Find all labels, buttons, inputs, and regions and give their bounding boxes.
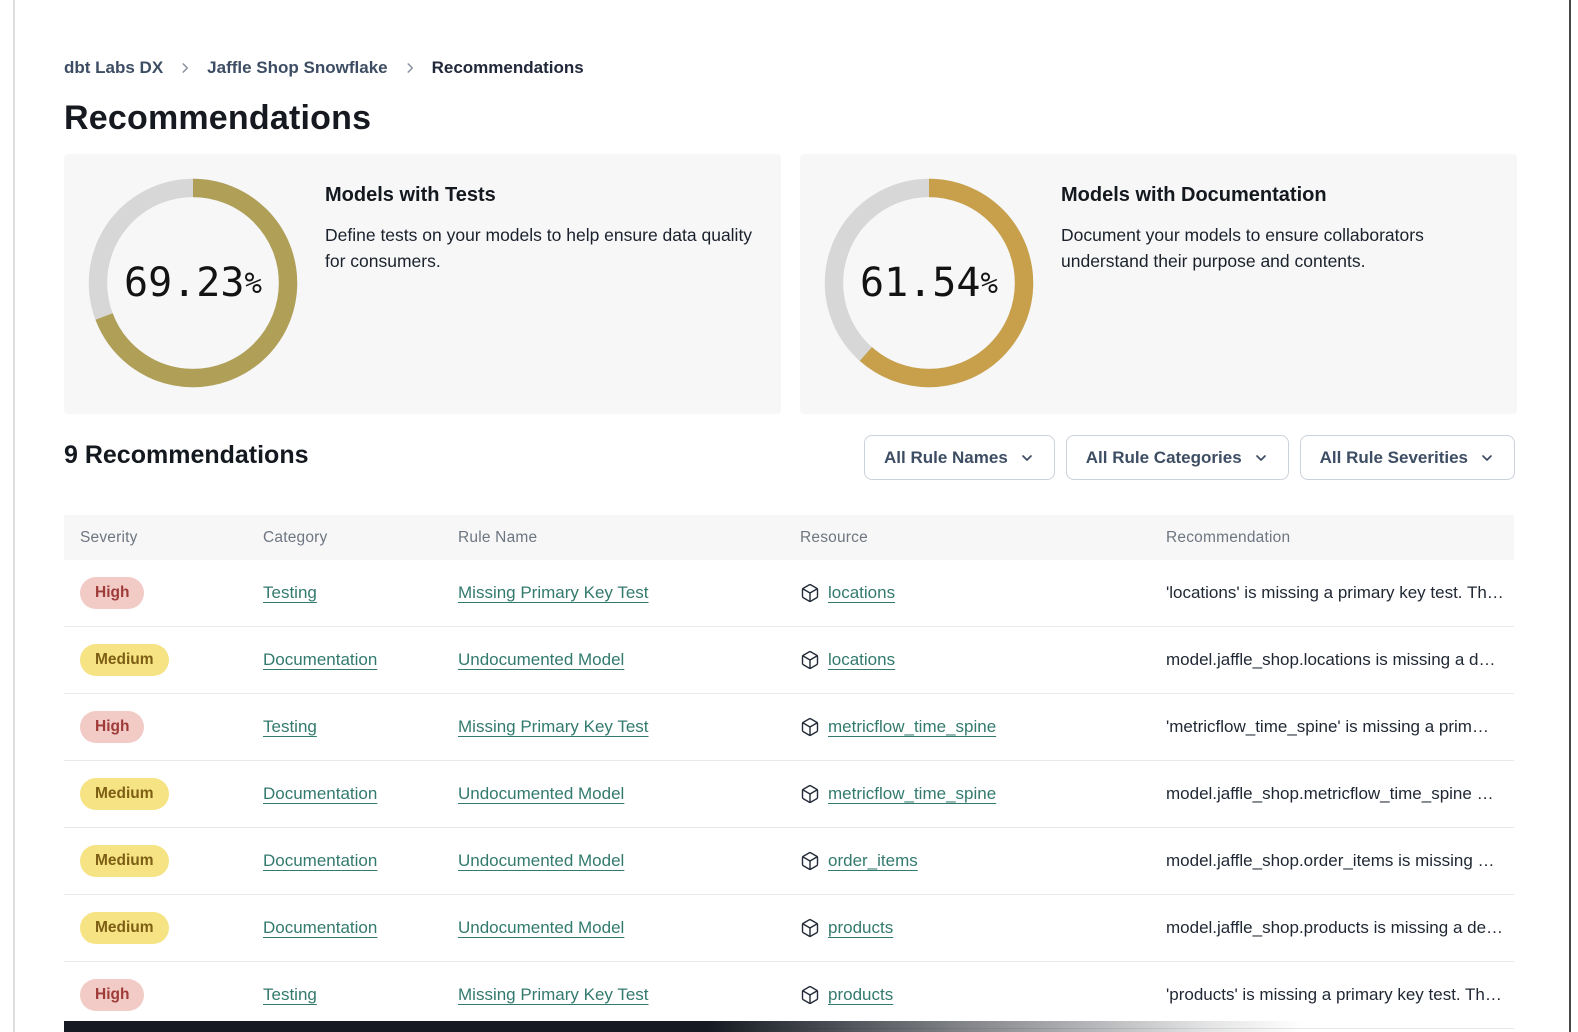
table-row: High Testing Missing Primary Key Test pr… [64, 962, 1514, 1029]
column-header-rule-name: Rule Name [458, 528, 538, 546]
rule-name-link[interactable]: Undocumented Model [458, 918, 625, 937]
recommendation-text: 'products' is missing a primary key test… [1166, 985, 1502, 1004]
resource-link[interactable]: products [828, 918, 894, 937]
filter-label: All Rule Categories [1085, 447, 1242, 467]
tests-percentage: 69.23% [124, 260, 262, 306]
category-link[interactable]: Testing [263, 985, 317, 1004]
recommendation-text: model.jaffle_shop.products is missing a … [1166, 918, 1504, 937]
severity-badge: High [80, 979, 145, 1011]
rule-name-link[interactable]: Undocumented Model [458, 784, 625, 803]
column-header-recommendation: Recommendation [1166, 528, 1291, 546]
package-icon [800, 583, 820, 603]
table-header-row: Severity Category Rule Name Resource Rec… [64, 515, 1514, 560]
resource-link[interactable]: products [828, 985, 894, 1004]
severity-badge: Medium [80, 845, 169, 877]
package-icon [800, 784, 820, 804]
package-icon [800, 650, 820, 670]
resource-link[interactable]: metricflow_time_spine [828, 784, 997, 803]
resource-link[interactable]: metricflow_time_spine [828, 717, 997, 736]
rule-severities-filter-dropdown[interactable]: All Rule Severities [1299, 435, 1515, 480]
table-row: High Testing Missing Primary Key Test me… [64, 694, 1514, 761]
rule-name-link[interactable]: Undocumented Model [458, 650, 625, 669]
severity-badge: High [80, 577, 145, 609]
breadcrumb: dbt Labs DX Jaffle Shop Snowflake Recomm… [64, 58, 584, 78]
filter-label: All Rule Names [884, 447, 1008, 467]
chevron-down-icon [1019, 450, 1035, 466]
resource-link[interactable]: order_items [828, 851, 918, 870]
severity-badge: Medium [80, 912, 169, 944]
metric-card-models-with-documentation: 61.54% Models with Documentation Documen… [800, 154, 1517, 414]
rule-categories-filter-dropdown[interactable]: All Rule Categories [1065, 435, 1289, 480]
recommendation-text: model.jaffle_shop.metricflow_time_spine … [1166, 784, 1494, 803]
clipped-next-row [64, 1021, 1304, 1032]
chevron-down-icon [1479, 450, 1495, 466]
card-description: Define tests on your models to help ensu… [325, 225, 753, 272]
chevron-down-icon [1253, 450, 1269, 466]
metric-card-models-with-tests: 69.23% Models with Tests Define tests on… [64, 154, 781, 414]
category-link[interactable]: Documentation [263, 851, 378, 870]
docs-percentage: 61.54% [860, 260, 998, 306]
category-link[interactable]: Testing [263, 717, 317, 736]
rule-name-link[interactable]: Missing Primary Key Test [458, 985, 649, 1004]
resource-link[interactable]: locations [828, 583, 896, 602]
category-link[interactable]: Documentation [263, 650, 378, 669]
chevron-right-icon [178, 61, 192, 75]
recommendation-text: 'locations' is missing a primary key tes… [1166, 583, 1504, 602]
package-icon [800, 918, 820, 938]
recommendation-text: model.jaffle_shop.order_items is missing… [1166, 851, 1495, 870]
table-row: Medium Documentation Undocumented Model … [64, 761, 1514, 828]
resource-link[interactable]: locations [828, 650, 896, 669]
docs-donut-chart: 61.54% [821, 175, 1037, 391]
severity-badge: Medium [80, 778, 169, 810]
rule-name-link[interactable]: Missing Primary Key Test [458, 583, 649, 602]
column-header-severity: Severity [80, 528, 138, 546]
package-icon [800, 985, 820, 1005]
recommendation-text: 'metricflow_time_spine' is missing a pri… [1166, 717, 1489, 736]
package-icon [800, 851, 820, 871]
severity-badge: High [80, 711, 145, 743]
rule-name-link[interactable]: Undocumented Model [458, 851, 625, 870]
column-header-category: Category [263, 528, 328, 546]
recommendations-table: Severity Category Rule Name Resource Rec… [64, 515, 1514, 1029]
table-row: Medium Documentation Undocumented Model … [64, 627, 1514, 694]
category-link[interactable]: Documentation [263, 918, 378, 937]
filter-bar: All Rule Names All Rule Categories All R… [864, 435, 1515, 480]
recommendation-text: model.jaffle_shop.locations is missing a… [1166, 650, 1496, 669]
breadcrumb-current: Recommendations [431, 58, 584, 77]
breadcrumb-project[interactable]: Jaffle Shop Snowflake [207, 58, 388, 77]
severity-badge: Medium [80, 644, 169, 676]
category-link[interactable]: Testing [263, 583, 317, 602]
tests-donut-chart: 69.23% [85, 175, 301, 391]
table-row: Medium Documentation Undocumented Model … [64, 828, 1514, 895]
breadcrumb-account[interactable]: dbt Labs DX [64, 58, 164, 77]
page-title: Recommendations [64, 99, 372, 137]
category-link[interactable]: Documentation [263, 784, 378, 803]
window-right-border [1569, 0, 1571, 1032]
metric-cards: 69.23% Models with Tests Define tests on… [64, 154, 1517, 414]
recommendations-count-heading: 9 Recommendations [64, 441, 309, 469]
card-title: Models with Tests [325, 184, 496, 206]
package-icon [800, 717, 820, 737]
table-row: High Testing Missing Primary Key Test lo… [64, 560, 1514, 627]
rule-names-filter-dropdown[interactable]: All Rule Names [864, 435, 1055, 480]
card-title: Models with Documentation [1061, 184, 1327, 206]
filter-label: All Rule Severities [1319, 447, 1468, 467]
window-left-border [13, 0, 15, 1032]
rule-name-link[interactable]: Missing Primary Key Test [458, 717, 649, 736]
column-header-resource: Resource [800, 528, 868, 546]
chevron-right-icon [403, 61, 417, 75]
card-description: Document your models to ensure collabora… [1061, 225, 1424, 272]
table-row: Medium Documentation Undocumented Model … [64, 895, 1514, 962]
table-body: High Testing Missing Primary Key Test lo… [64, 560, 1514, 1029]
